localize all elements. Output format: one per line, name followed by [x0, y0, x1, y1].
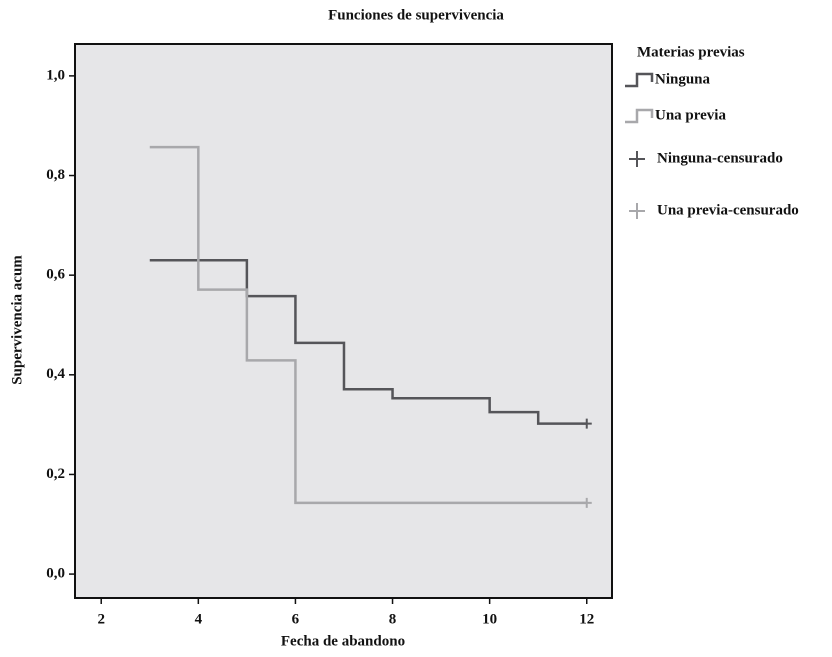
legend-label: Una previa-censurado — [657, 202, 799, 218]
censored-mark — [581, 418, 592, 429]
y-tick-label: 1,0 — [46, 67, 65, 83]
x-tick-label: 4 — [195, 611, 203, 627]
y-tick-label: 0,0 — [46, 566, 65, 582]
y-tick-label: 0,4 — [46, 366, 65, 382]
survival-curve — [149, 258, 587, 425]
y-axis-label: Supervivencia acum — [9, 255, 25, 385]
legend-title: Materias previas — [637, 44, 745, 60]
y-tick-label: 0,2 — [46, 466, 65, 482]
x-tick-label: 12 — [579, 611, 594, 627]
x-tick-label: 8 — [389, 611, 397, 627]
y-tick-label: 0,8 — [46, 167, 65, 183]
x-tick-label: 2 — [97, 611, 105, 627]
legend-label: Ninguna — [655, 71, 711, 87]
x-tick-label: 10 — [482, 611, 497, 627]
plot-area — [74, 43, 613, 599]
censored-mark — [581, 497, 592, 508]
legend-icon — [629, 203, 645, 219]
legend-icon — [629, 151, 645, 167]
chart-title: Funciones de supervivencia — [328, 7, 504, 23]
x-tick-label: 6 — [292, 611, 300, 627]
legend-label: Ninguna-censurado — [657, 150, 783, 166]
legend-label: Una previa — [655, 107, 726, 123]
legend-icon — [625, 108, 654, 124]
legend-icon — [625, 72, 654, 88]
x-axis-label: Fecha de abandono — [281, 633, 405, 649]
survival-curve — [149, 145, 587, 505]
y-tick-label: 0,6 — [46, 267, 65, 283]
